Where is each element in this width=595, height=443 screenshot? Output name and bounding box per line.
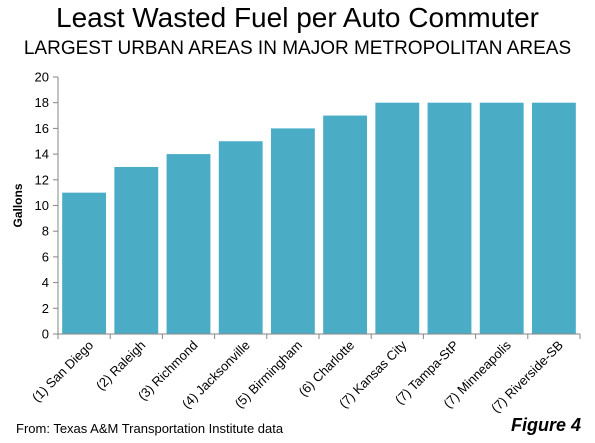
y-axis-title: Gallons — [11, 183, 25, 227]
figure-label: Figure 4 — [510, 415, 581, 435]
y-tick-label: 0 — [42, 327, 49, 342]
x-tick-label: (1) San Diego — [29, 338, 96, 405]
y-tick-label: 20 — [35, 70, 49, 85]
bar — [531, 102, 576, 334]
source-note: From: Texas A&M Transportation Institute… — [16, 421, 284, 436]
bar — [375, 102, 420, 334]
y-tick-label: 6 — [42, 249, 49, 264]
bar — [427, 102, 472, 334]
bar — [114, 166, 159, 334]
y-tick-label: 18 — [35, 95, 49, 110]
bar — [270, 128, 315, 334]
y-tick-label: 10 — [35, 198, 49, 213]
chart-title: Least Wasted Fuel per Auto Commuter — [56, 2, 539, 33]
y-tick-label: 8 — [42, 224, 49, 239]
bar — [62, 192, 107, 334]
y-tick-label: 12 — [35, 172, 49, 187]
bar — [218, 141, 263, 334]
y-tick-label: 2 — [42, 301, 49, 316]
bar — [479, 102, 524, 334]
y-tick-label: 14 — [35, 147, 49, 162]
y-tick-label: 16 — [35, 121, 49, 136]
bar — [323, 115, 368, 334]
chart-subtitle: LARGEST URBAN AREAS IN MAJOR METROPOLITA… — [23, 38, 572, 59]
bar — [166, 154, 211, 334]
x-tick-label: (2) Raleigh — [93, 338, 149, 394]
y-tick-label: 4 — [42, 275, 49, 290]
